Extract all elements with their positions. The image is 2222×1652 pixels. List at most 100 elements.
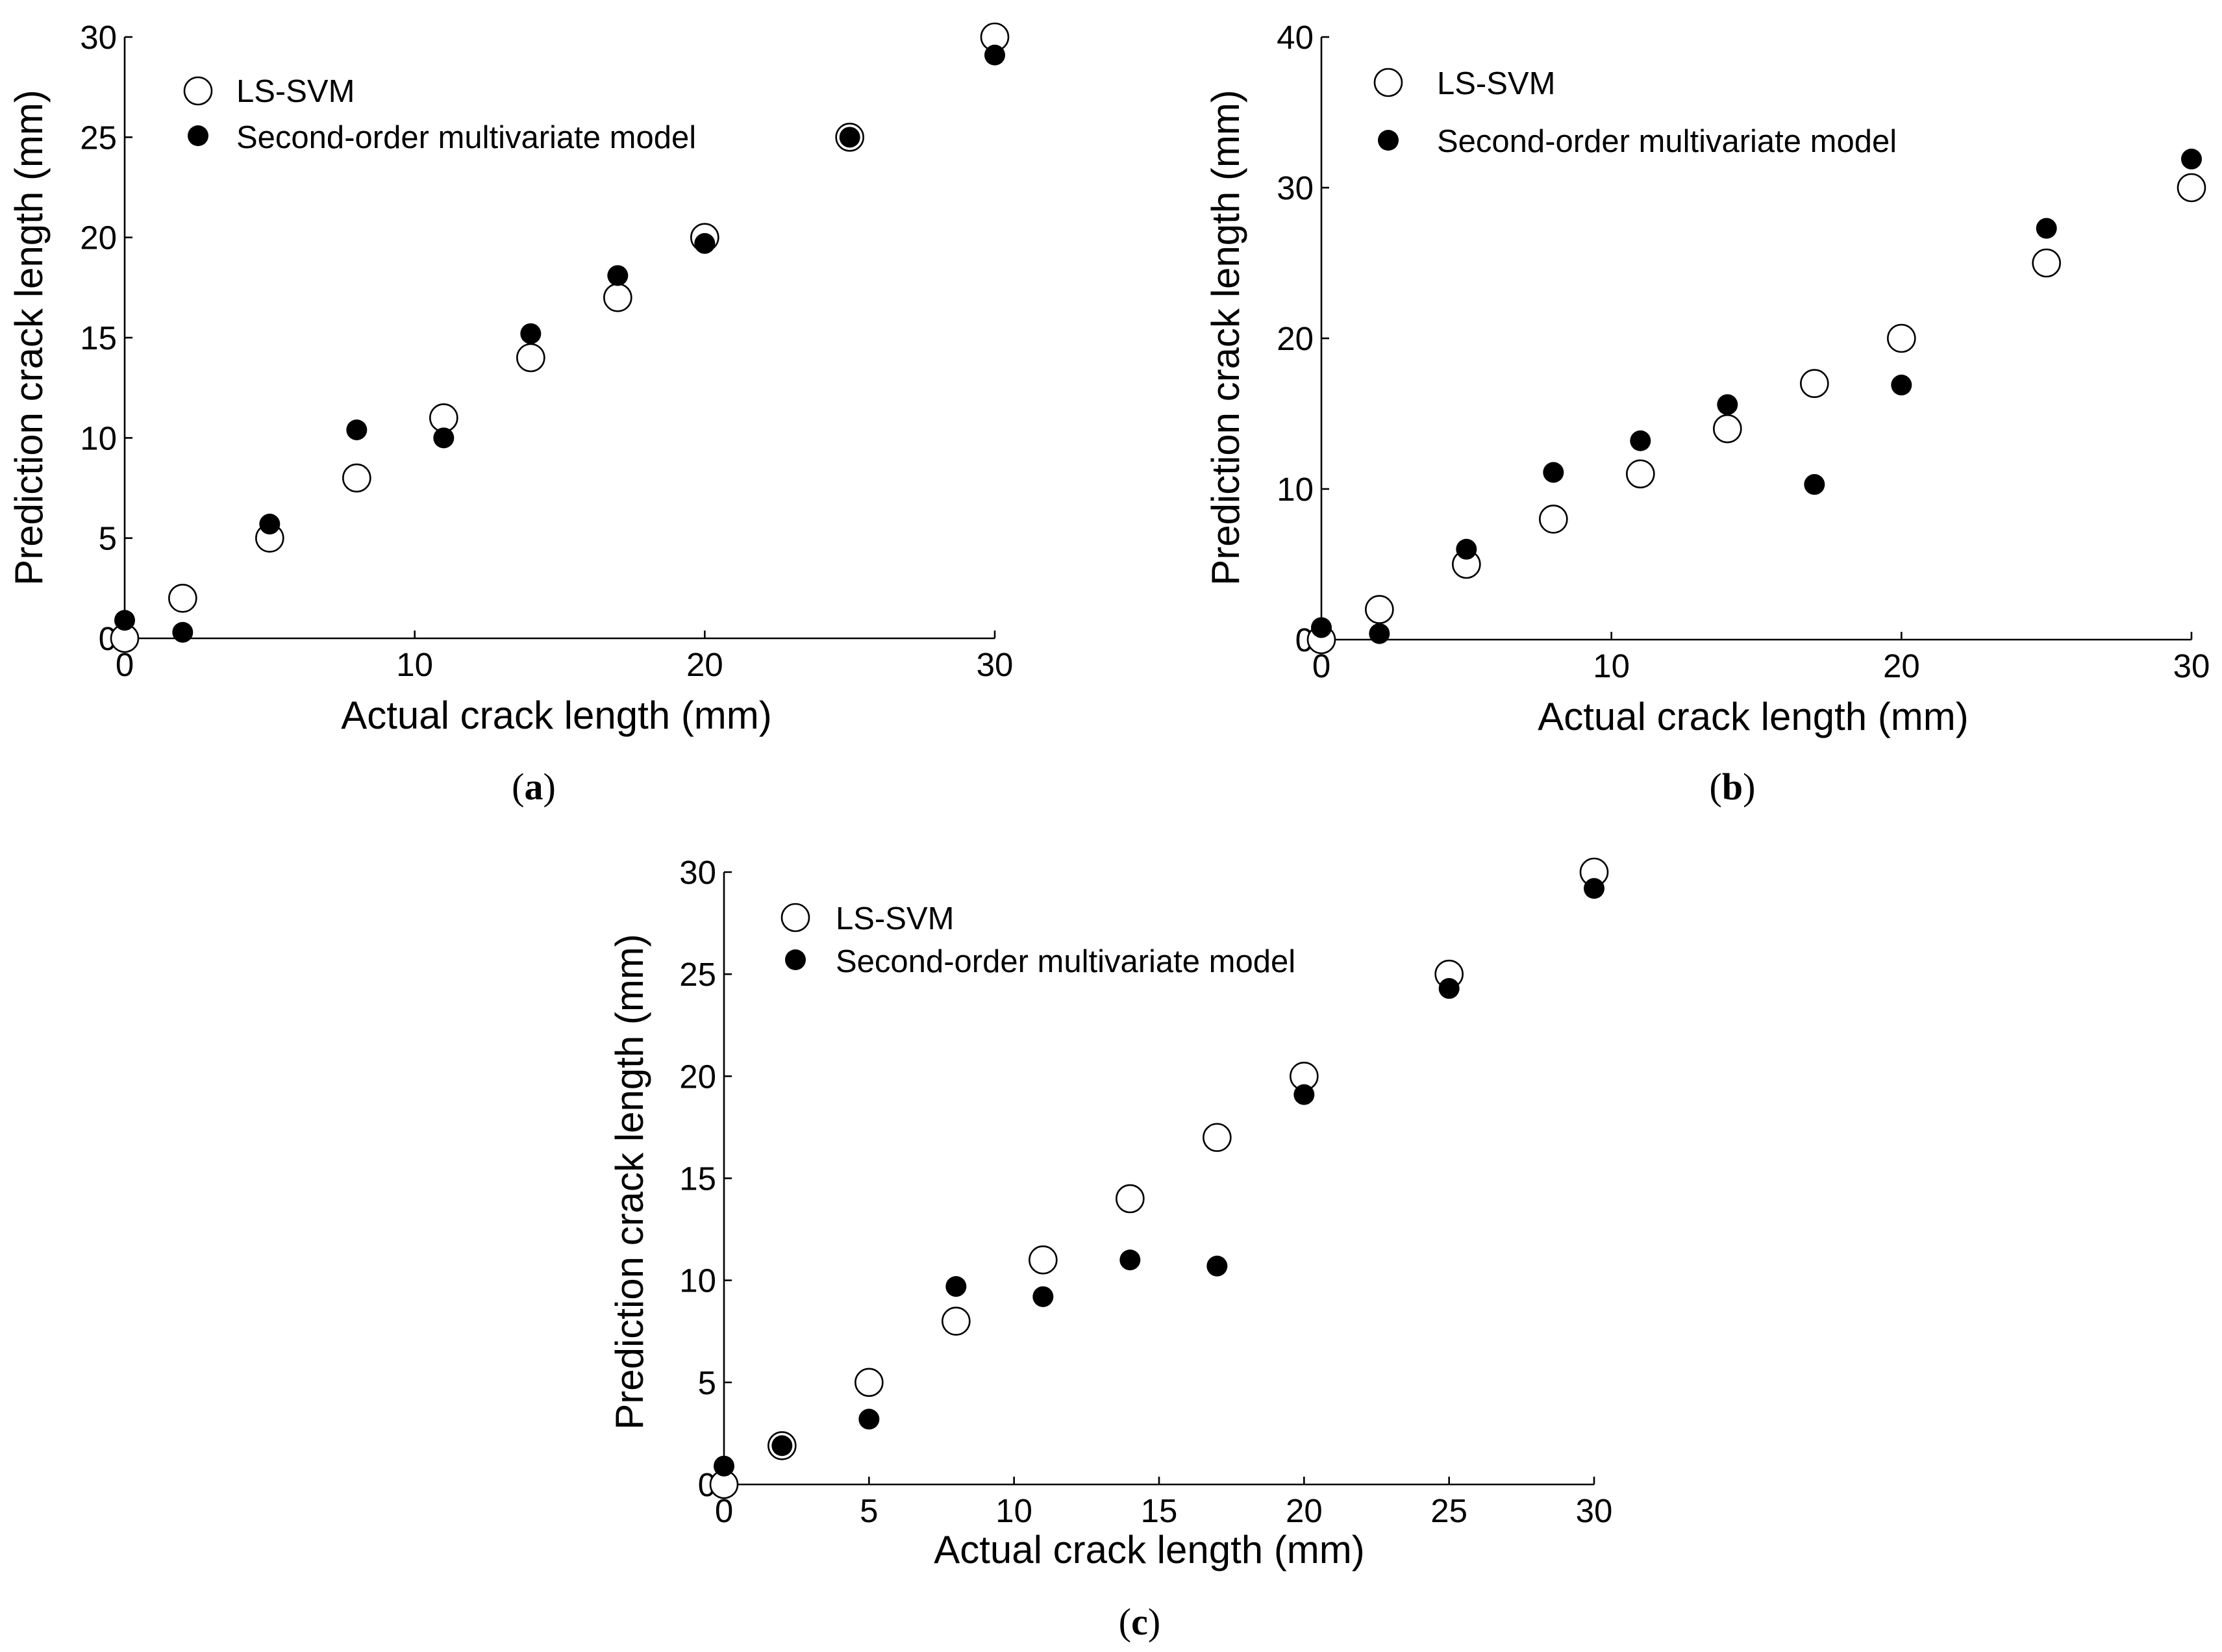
y-tick-label: 15 xyxy=(80,319,117,357)
y-tick-label: 10 xyxy=(80,419,117,457)
data-point-ls-svm xyxy=(1800,369,1829,398)
legend-label-second-order: Second-order multivariate model xyxy=(236,120,696,155)
y-axis-title: Prediction crack length (mm) xyxy=(1204,90,1247,586)
y-tick-label: 20 xyxy=(80,219,117,257)
data-point-second-order xyxy=(1456,538,1477,560)
data-point-second-order xyxy=(1584,878,1604,899)
x-tick-label: 10 xyxy=(396,646,433,683)
points-group xyxy=(1306,148,2206,655)
x-tick-label: 25 xyxy=(1430,1492,1467,1529)
data-point-second-order xyxy=(839,127,860,148)
data-point-second-order xyxy=(433,427,455,449)
data-point-second-order xyxy=(945,1276,967,1297)
legend-marker-second-order xyxy=(785,949,806,970)
data-point-second-order xyxy=(1438,978,1460,999)
data-point-second-order xyxy=(2036,218,2057,239)
panel-label: (a) xyxy=(512,766,556,808)
data-point-second-order xyxy=(1206,1255,1228,1277)
x-tick-label: 30 xyxy=(977,646,1014,683)
data-point-second-order xyxy=(1119,1249,1141,1271)
y-tick-label: 15 xyxy=(679,1160,716,1197)
data-point-second-order xyxy=(346,419,368,440)
y-tick-label: 20 xyxy=(679,1058,716,1095)
y-tick-label: 10 xyxy=(679,1262,716,1299)
data-point-ls-svm xyxy=(1203,1123,1232,1152)
panel-letter: c xyxy=(1131,1601,1148,1643)
legend: LS-SVM Second-order multivariate model xyxy=(780,901,1295,979)
data-point-ls-svm xyxy=(1539,505,1568,534)
x-tick-label: 10 xyxy=(995,1492,1032,1529)
y-tick-label: 25 xyxy=(679,956,716,993)
data-point-second-order xyxy=(1369,623,1390,644)
data-point-second-order xyxy=(858,1408,880,1430)
legend-label-second-order: Second-order multivariate model xyxy=(836,944,1295,979)
y-tick-label: 25 xyxy=(80,119,117,156)
x-tick-label: 30 xyxy=(1576,1492,1613,1529)
data-point-ls-svm xyxy=(516,343,545,373)
data-point-ls-svm xyxy=(429,403,458,432)
x-axis-title: Actual crack length (mm) xyxy=(1538,695,1969,738)
data-point-ls-svm xyxy=(1713,414,1742,444)
data-point-ls-svm xyxy=(1626,459,1655,489)
y-tick-label: 10 xyxy=(1277,471,1314,508)
panel-letter: b xyxy=(1722,766,1743,808)
y-tick-label: 30 xyxy=(1277,169,1314,206)
data-point-second-order xyxy=(771,1435,793,1457)
x-tick-label: 20 xyxy=(1883,647,1920,684)
y-tick-label: 40 xyxy=(1277,19,1314,56)
x-tick-label: 30 xyxy=(2173,647,2210,684)
data-point-ls-svm xyxy=(1887,323,1916,353)
panel-label: (c) xyxy=(1119,1601,1160,1643)
data-point-ls-svm xyxy=(1116,1184,1145,1214)
data-point-second-order xyxy=(607,265,629,286)
y-axis-title: Prediction crack length (mm) xyxy=(608,934,651,1430)
y-axis-title: Prediction crack length (mm) xyxy=(7,90,51,586)
y-tick-label: 30 xyxy=(679,854,716,891)
legend-marker-second-order xyxy=(1378,130,1399,151)
data-point-second-order xyxy=(984,44,1005,66)
data-point-second-order xyxy=(520,323,542,344)
data-point-second-order xyxy=(259,514,281,535)
data-point-ls-svm xyxy=(603,282,632,312)
legend-marker-ls-svm xyxy=(780,903,810,932)
data-point-ls-svm xyxy=(1029,1245,1058,1275)
data-point-ls-svm xyxy=(2032,248,2061,278)
data-point-ls-svm xyxy=(342,463,371,493)
points-group xyxy=(110,22,1010,653)
data-point-second-order xyxy=(1717,394,1738,416)
y-tick-label: 5 xyxy=(99,520,117,557)
data-point-second-order xyxy=(2181,148,2202,169)
x-tick-label: 20 xyxy=(686,646,723,683)
data-point-second-order xyxy=(1032,1286,1054,1307)
legend-marker-second-order xyxy=(188,125,208,146)
data-point-second-order xyxy=(1543,462,1564,483)
data-point-second-order xyxy=(694,232,716,254)
data-point-ls-svm xyxy=(855,1368,884,1397)
data-point-second-order xyxy=(1311,617,1332,638)
data-point-ls-svm xyxy=(2177,173,2206,203)
panel-letter: a xyxy=(525,766,543,808)
data-point-second-order xyxy=(172,621,193,643)
y-tick-label: 20 xyxy=(1277,320,1314,357)
data-point-second-order xyxy=(1293,1084,1315,1105)
data-point-ls-svm xyxy=(1365,595,1394,624)
data-point-ls-svm xyxy=(942,1307,971,1336)
x-tick-label: 20 xyxy=(1286,1492,1323,1529)
data-point-second-order xyxy=(114,610,135,631)
legend-label-ls-svm: LS-SVM xyxy=(236,74,355,109)
x-tick-label: 10 xyxy=(1593,647,1630,684)
legend-label-second-order: Second-order multivariate model xyxy=(1437,124,1897,159)
x-axis-title: Actual crack length (mm) xyxy=(934,1528,1365,1571)
data-point-second-order xyxy=(714,1455,734,1477)
data-point-second-order xyxy=(1891,374,1912,395)
x-tick-label: 5 xyxy=(860,1492,878,1529)
legend-marker-ls-svm xyxy=(1373,68,1403,97)
legend: LS-SVM Second-order multivariate model xyxy=(183,74,696,155)
